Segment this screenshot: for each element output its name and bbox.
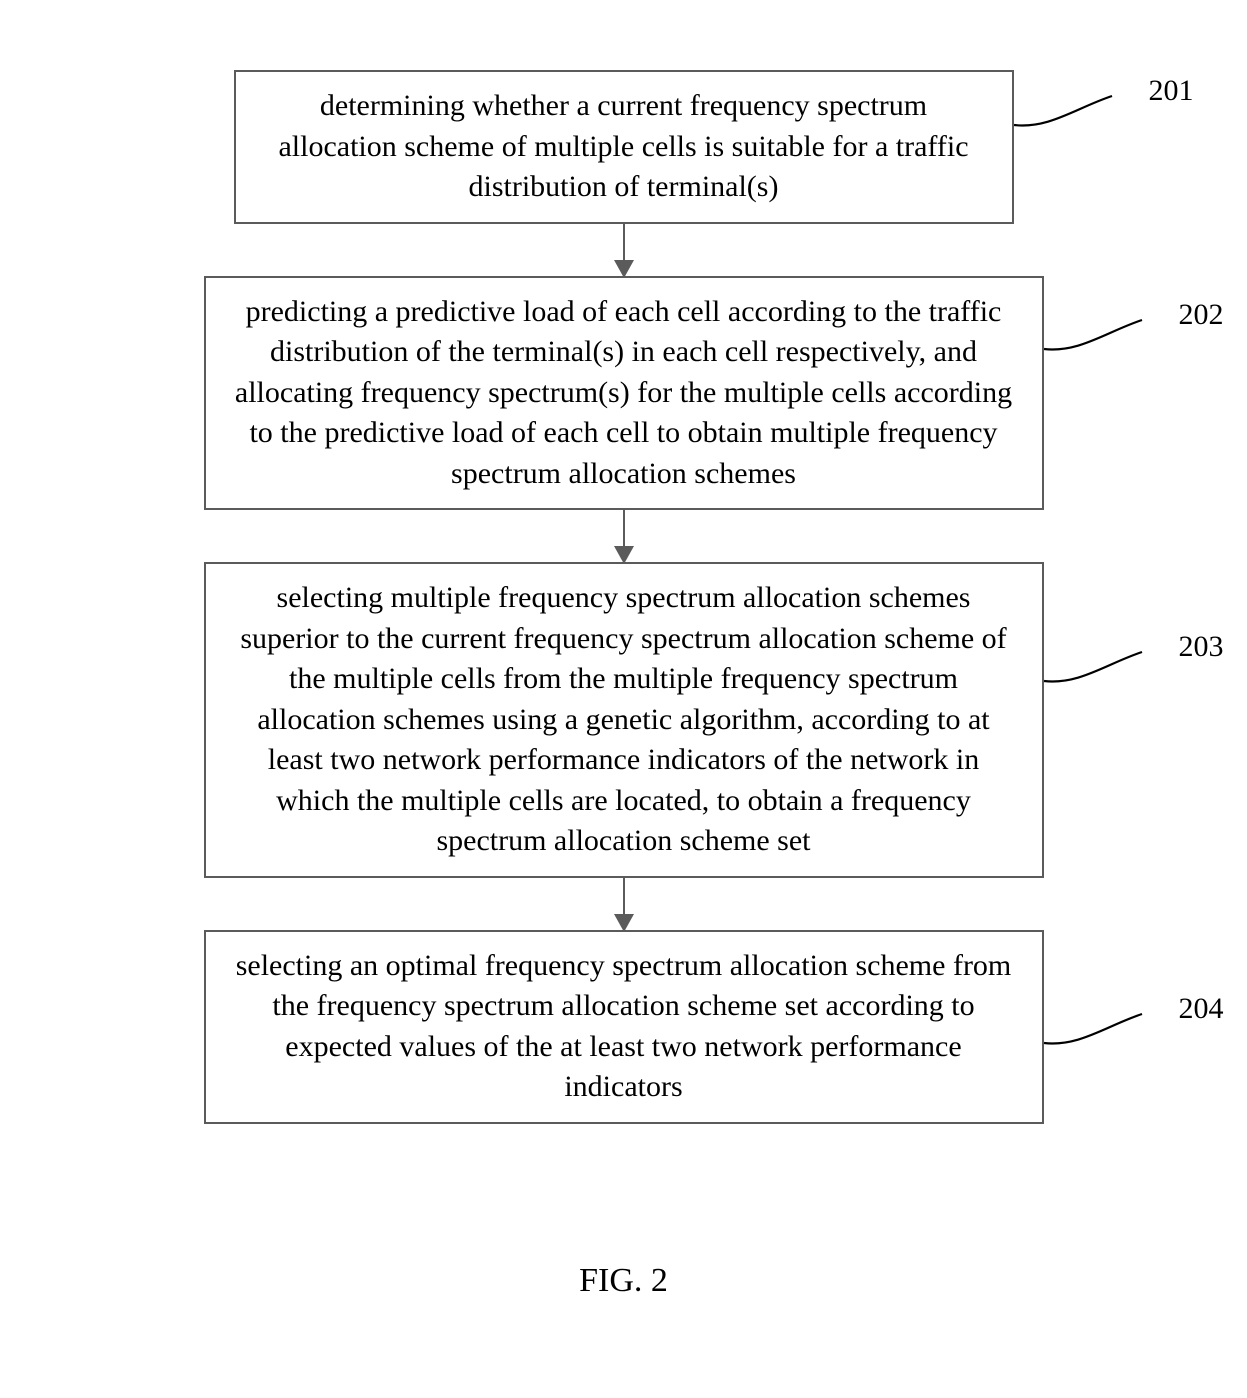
flow-arrow bbox=[623, 510, 625, 562]
ref-connector-204 bbox=[1044, 1004, 1174, 1064]
ref-connector-201 bbox=[1014, 86, 1144, 146]
flow-step-text: selecting an optimal frequency spectrum … bbox=[230, 946, 1018, 1108]
ref-label-203: 203 bbox=[1179, 630, 1224, 664]
flow-step-text: determining whether a current frequency … bbox=[260, 86, 988, 208]
ref-label-204: 204 bbox=[1179, 992, 1224, 1026]
flow-step-202: predicting a predictive load of each cel… bbox=[204, 276, 1044, 511]
flow-step-203: selecting multiple frequency spectrum al… bbox=[204, 562, 1044, 878]
flowchart-container: determining whether a current frequency … bbox=[184, 70, 1064, 1124]
flow-arrow bbox=[623, 878, 625, 930]
figure-caption: FIG. 2 bbox=[579, 1262, 668, 1300]
flow-arrow bbox=[623, 224, 625, 276]
flow-step-text: selecting multiple frequency spectrum al… bbox=[230, 578, 1018, 862]
ref-label-201: 201 bbox=[1149, 74, 1194, 108]
ref-connector-202 bbox=[1044, 310, 1174, 370]
flow-step-201: determining whether a current frequency … bbox=[234, 70, 1014, 224]
ref-label-202: 202 bbox=[1179, 298, 1224, 332]
ref-connector-203 bbox=[1044, 642, 1174, 702]
flow-step-204: selecting an optimal frequency spectrum … bbox=[204, 930, 1044, 1124]
flow-step-text: predicting a predictive load of each cel… bbox=[230, 292, 1018, 495]
